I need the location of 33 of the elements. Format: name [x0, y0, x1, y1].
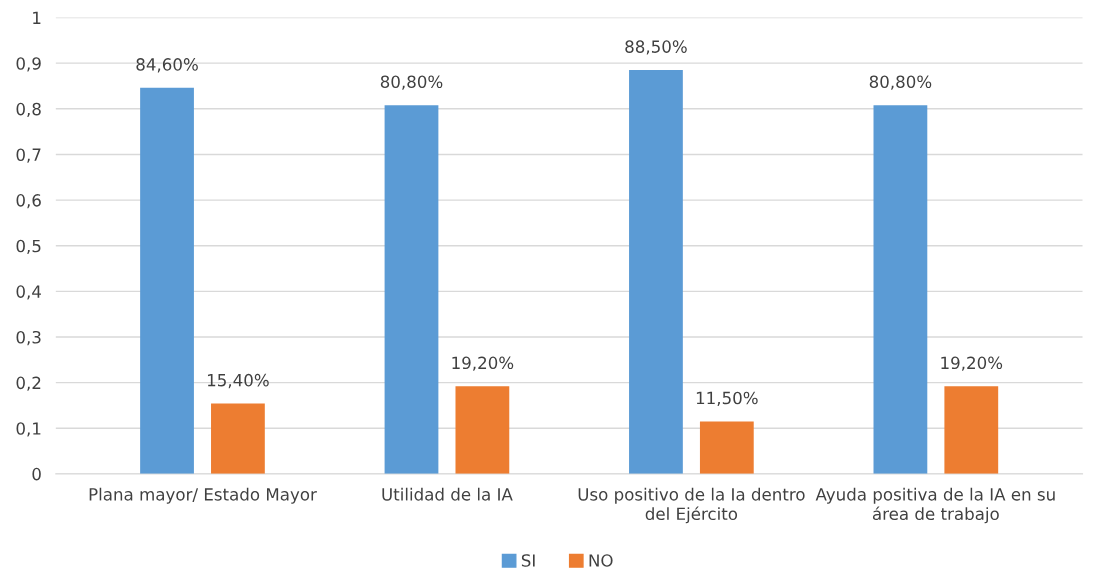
- bar: [455, 386, 510, 474]
- bar: [211, 403, 265, 474]
- y-tick-label: 1: [33, 11, 41, 24]
- y-tick-label: 0,4: [16, 285, 41, 300]
- bar: [699, 421, 754, 474]
- data-label: 80,80%: [380, 75, 443, 90]
- y-tick-label: 0,1: [16, 422, 41, 437]
- data-label: 11,50%: [696, 391, 758, 406]
- bar: [629, 70, 683, 474]
- data-label: 84,60%: [136, 58, 198, 73]
- y-tick-label: 0,9: [16, 57, 41, 72]
- bar: [873, 105, 928, 474]
- y-tick-label: 0,6: [16, 194, 41, 209]
- data-label: 88,50%: [625, 40, 687, 55]
- bar: [140, 87, 194, 474]
- x-tick-label: Utilidad de la IA: [382, 487, 513, 501]
- legend-label: SI: [521, 554, 535, 567]
- y-tick-label: 0,2: [16, 376, 41, 391]
- y-tick-label: 0: [32, 467, 41, 481]
- x-tick-label: Uso positivo de la Ia dentro del Ejército: [578, 487, 805, 524]
- legend-label: NO: [589, 554, 613, 567]
- x-tick-label: Plana mayor/ Estado Mayor: [89, 487, 317, 504]
- y-tick-label: 0,8: [16, 102, 41, 118]
- data-label: 19,20%: [941, 356, 1003, 371]
- bar: [384, 105, 439, 474]
- data-label: 80,80%: [869, 75, 932, 90]
- y-tick-label: 0,5: [16, 239, 41, 254]
- bar: [944, 386, 999, 474]
- x-tick-label: Ayuda positiva de la IA en su área de trabajo: [815, 487, 1055, 524]
- data-label: 19,20%: [452, 356, 514, 371]
- y-tick-label: 0,7: [16, 148, 41, 163]
- y-tick-label: 0,3: [16, 330, 41, 346]
- data-label: 15,40%: [207, 373, 269, 389]
